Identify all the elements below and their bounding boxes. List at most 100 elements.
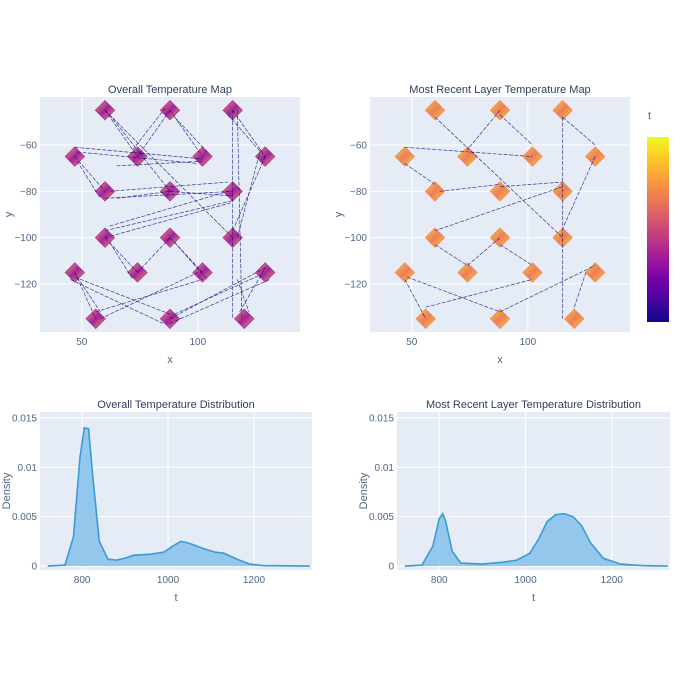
toolpath-segment: [104, 202, 231, 239]
toolpath-segment: [407, 276, 501, 313]
toolpath-segment: [109, 181, 229, 192]
pad-diamond: [522, 146, 543, 167]
pad-diamond: [255, 262, 276, 283]
toolpath-segment: [104, 190, 233, 199]
y-tick-label: 0.005: [369, 512, 394, 523]
chart-title: Most Recent Layer Temperature Map: [409, 84, 590, 96]
toolpath-segment: [434, 116, 563, 238]
pad-diamond: [489, 181, 511, 202]
toolpath-segment: [76, 276, 101, 313]
chart-title: Overall Temperature Map: [108, 84, 232, 96]
y-axis-label: Density: [358, 472, 370, 509]
x-tick-label: 800: [74, 575, 91, 586]
x-tick-label: 1000: [157, 575, 180, 586]
toolpath-segment: [232, 110, 266, 157]
pad-diamond: [564, 308, 585, 329]
x-axis-label: t: [174, 592, 177, 604]
toolpath-segment: [116, 160, 203, 167]
x-axis-label: t: [532, 592, 535, 604]
y-axis-label: y: [3, 211, 15, 217]
toolpath-segment: [467, 109, 501, 150]
toolpath-segment: [77, 151, 198, 164]
density-line: [404, 512, 668, 567]
chart-title: Overall Temperature Distribution: [97, 399, 255, 411]
toolpath-segment: [169, 267, 266, 320]
toolpath-segment: [174, 116, 208, 153]
toolpath-segment: [169, 190, 233, 197]
density-area: [404, 513, 668, 567]
y-tick-label: 0.01: [18, 463, 38, 474]
y-tick-label: −80: [20, 187, 37, 198]
toolpath-segment: [95, 279, 203, 313]
x-axis-label: x: [167, 354, 173, 366]
toolpath-segment: [404, 279, 427, 319]
pad-diamond: [424, 100, 446, 121]
toolpath-segment: [236, 279, 250, 312]
y-axis-label: y: [333, 211, 345, 217]
toolpath-segment: [236, 149, 261, 238]
pads: [64, 100, 276, 329]
subplot-2: 50 100 −60 −80 −100 −120 Most Recent Layer Tem…: [333, 84, 669, 366]
toolpath-segment: [137, 110, 171, 157]
y-tick-label: 0.015: [369, 413, 394, 424]
x-tick-label: 1200: [243, 575, 266, 586]
toolpath-segment: [499, 244, 533, 266]
toolpath-segment: [74, 146, 203, 160]
y-tick-label: 0: [31, 562, 37, 573]
y-axis-label: Density: [1, 472, 13, 509]
toolpath-segment: [104, 109, 233, 238]
toolpath-segment: [404, 163, 436, 185]
toolpath-segment: [137, 237, 171, 273]
toolpath-segment: [100, 272, 199, 320]
subplot-1: 50 100 −60 −80 −100 −120 Overall Temperature M…: [3, 84, 300, 366]
y-tick-label: 0.015: [12, 413, 37, 424]
toolpath-segment: [434, 186, 563, 232]
toolpath-segment: [74, 156, 106, 192]
toolpath-segment: [174, 274, 261, 315]
toolpath-segment: [70, 279, 164, 324]
plot-area: [370, 97, 630, 332]
x-tick-label: 50: [76, 337, 88, 348]
pad-diamond: [394, 146, 415, 167]
toolpath-segment: [562, 156, 596, 229]
x-tick-label: 100: [190, 337, 207, 348]
subplot-4: 800 1000 1200 0 0.005 0.01 0.015 Most Recent La…: [358, 399, 670, 604]
subplot-3: 800 1000 1200 0 0.005 0.01 0.015 Overall Temper…: [1, 399, 312, 604]
pad-diamond: [424, 227, 446, 248]
pad-diamond: [424, 181, 446, 202]
pad-diamond: [394, 262, 415, 283]
pad-diamond: [457, 262, 478, 283]
toolpath-segment: [239, 267, 266, 313]
toolpath-segment: [404, 146, 533, 157]
y-tick-label: −100: [14, 233, 37, 244]
toolpath-segment: [562, 116, 596, 146]
toolpath-segment: [499, 265, 596, 313]
y-tick-label: −120: [344, 280, 367, 291]
toolpath-segment: [236, 110, 243, 319]
x-tick-label: 800: [431, 575, 448, 586]
y-tick-label: −60: [350, 140, 367, 151]
pad-diamond: [522, 262, 543, 283]
y-tick-label: 0: [388, 562, 394, 573]
toolpath-segment: [109, 190, 229, 227]
toolpath-segment: [132, 107, 166, 150]
toolpath-segment: [169, 279, 270, 324]
x-tick-label: 1200: [601, 575, 624, 586]
x-axis-label: x: [497, 354, 503, 366]
density-line: [47, 426, 310, 567]
toolpath-segment: [74, 276, 171, 315]
x-tick-label: 50: [406, 337, 418, 348]
toolpath-segment: [109, 242, 134, 280]
y-tick-label: 0.01: [375, 463, 395, 474]
density-area: [47, 427, 310, 567]
y-tick-label: −60: [20, 140, 37, 151]
y-tick-label: −80: [350, 187, 367, 198]
plot-area: [40, 97, 300, 332]
pad-diamond: [489, 227, 511, 248]
toolpath-segment: [434, 244, 468, 266]
toolpath-segment: [174, 242, 208, 280]
y-tick-label: 0.005: [12, 512, 37, 523]
toolpath-segment: [425, 279, 533, 308]
pad-diamond: [489, 308, 511, 329]
toolpath-segment: [499, 114, 533, 146]
